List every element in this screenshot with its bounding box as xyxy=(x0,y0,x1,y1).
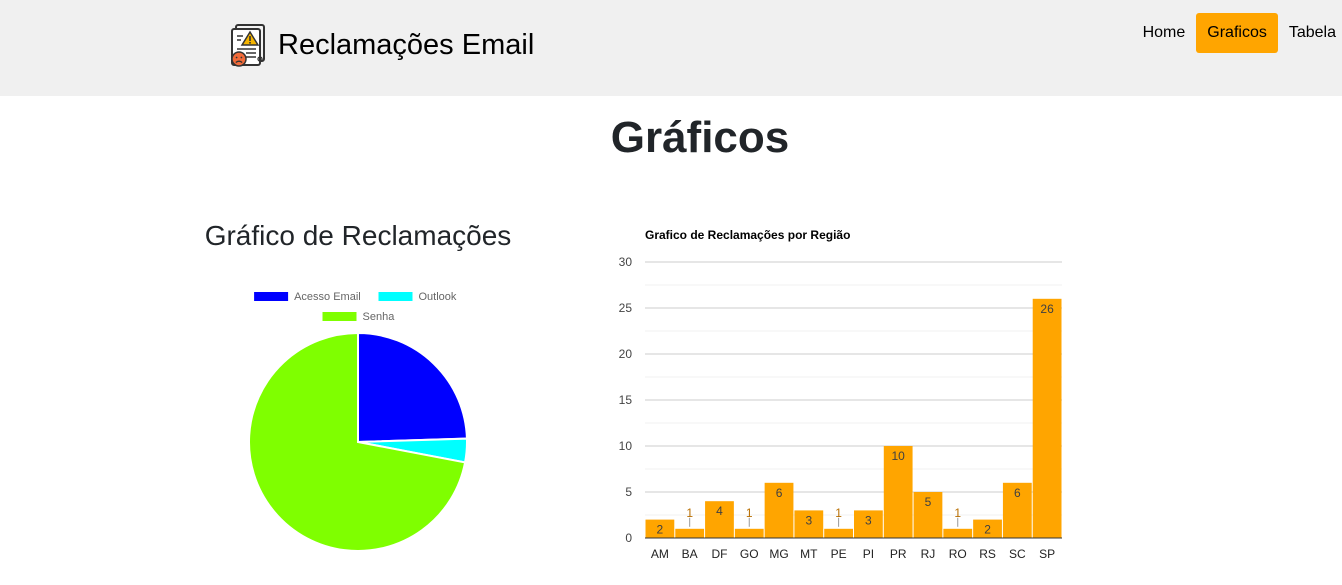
pie-chart-title: Gráfico de Reclamações xyxy=(204,220,512,251)
bar-am xyxy=(645,519,675,538)
x-tick-label: SC xyxy=(1009,547,1026,561)
bar-pe xyxy=(824,528,853,538)
bar-chart-title: Grafico de Reclamações por Região xyxy=(645,228,850,242)
y-tick-label: 0 xyxy=(625,531,632,545)
nav-menu: Home Graficos Tabela xyxy=(1143,13,1336,53)
x-tick-label: AM xyxy=(651,547,669,561)
bar-value-label: 1 xyxy=(954,506,961,520)
x-tick-label: PI xyxy=(863,547,874,561)
x-tick-label: RO xyxy=(949,547,967,561)
pie-slice-acesso-email xyxy=(357,331,468,444)
x-tick-label: PR xyxy=(890,547,907,561)
legend-swatch-outlook xyxy=(378,292,413,301)
legend-swatch-senha xyxy=(322,312,357,321)
legend-label-senha: Senha xyxy=(363,311,396,323)
y-tick-label: 15 xyxy=(619,393,633,407)
page-title: Gráficos xyxy=(610,113,790,162)
nav-tabela-link[interactable]: Tabela xyxy=(1288,24,1336,41)
nav-graficos-link[interactable]: Graficos xyxy=(1196,13,1278,53)
legend-swatch-acesso-email xyxy=(254,292,289,301)
bar-mg xyxy=(764,482,794,538)
bar-rj xyxy=(913,492,943,538)
bar-sc xyxy=(1002,482,1032,538)
bar-df xyxy=(705,501,734,538)
bar-chart: Grafico de Reclamações por Região0510152… xyxy=(619,228,1062,561)
bar-value-label: 1 xyxy=(686,506,693,520)
bar-ba xyxy=(675,528,705,538)
bar-value-label: 3 xyxy=(805,513,812,527)
pie-slice-senha xyxy=(248,331,467,552)
y-tick-label: 30 xyxy=(619,255,633,269)
bar-value-label: 1 xyxy=(835,506,842,520)
legend-label-acesso-email: Acesso Email xyxy=(294,291,361,303)
x-tick-label: SP xyxy=(1039,547,1055,561)
nav-home-link[interactable]: Home xyxy=(1142,24,1186,41)
bar-value-label: 5 xyxy=(925,495,932,509)
x-tick-label: DF xyxy=(711,547,727,561)
bar-value-label: 6 xyxy=(1014,486,1021,500)
bar-value-label: 3 xyxy=(865,513,872,527)
x-tick-label: RS xyxy=(979,547,996,561)
legend-label-outlook: Outlook xyxy=(419,291,457,303)
x-tick-label: MT xyxy=(800,547,818,561)
bar-value-label: 1 xyxy=(746,506,753,520)
bar-go xyxy=(734,528,764,538)
bar-ro xyxy=(943,528,973,538)
y-tick-label: 5 xyxy=(625,485,632,499)
brand[interactable]: Reclamações Email xyxy=(228,22,534,68)
bar-mt xyxy=(794,510,824,538)
bar-value-label: 2 xyxy=(984,523,991,537)
bar-value-label: 26 xyxy=(1040,302,1054,316)
x-tick-label: RJ xyxy=(921,547,936,561)
bar-value-label: 4 xyxy=(716,504,723,518)
navbar: Reclamações Email Home Graficos Tabela xyxy=(0,0,1342,96)
x-tick-label: GO xyxy=(740,547,759,561)
brand-title: Reclamações Email xyxy=(278,28,535,61)
complaint-document-icon xyxy=(231,24,265,67)
y-tick-label: 10 xyxy=(619,439,633,453)
bar-value-label: 10 xyxy=(891,449,905,463)
x-tick-label: BA xyxy=(682,547,698,561)
bar-value-label: 2 xyxy=(657,523,664,537)
y-tick-label: 25 xyxy=(619,301,633,315)
bar-value-label: 6 xyxy=(776,486,783,500)
x-tick-label: MG xyxy=(769,547,788,561)
bar-sp xyxy=(1032,298,1062,538)
y-tick-label: 20 xyxy=(619,347,633,361)
bar-pi xyxy=(854,510,883,538)
pie-chart: Acesso Email Outlook Senha xyxy=(248,291,468,552)
bar-rs xyxy=(973,519,1002,538)
x-tick-label: PE xyxy=(831,547,847,561)
bar-pr xyxy=(883,446,913,538)
